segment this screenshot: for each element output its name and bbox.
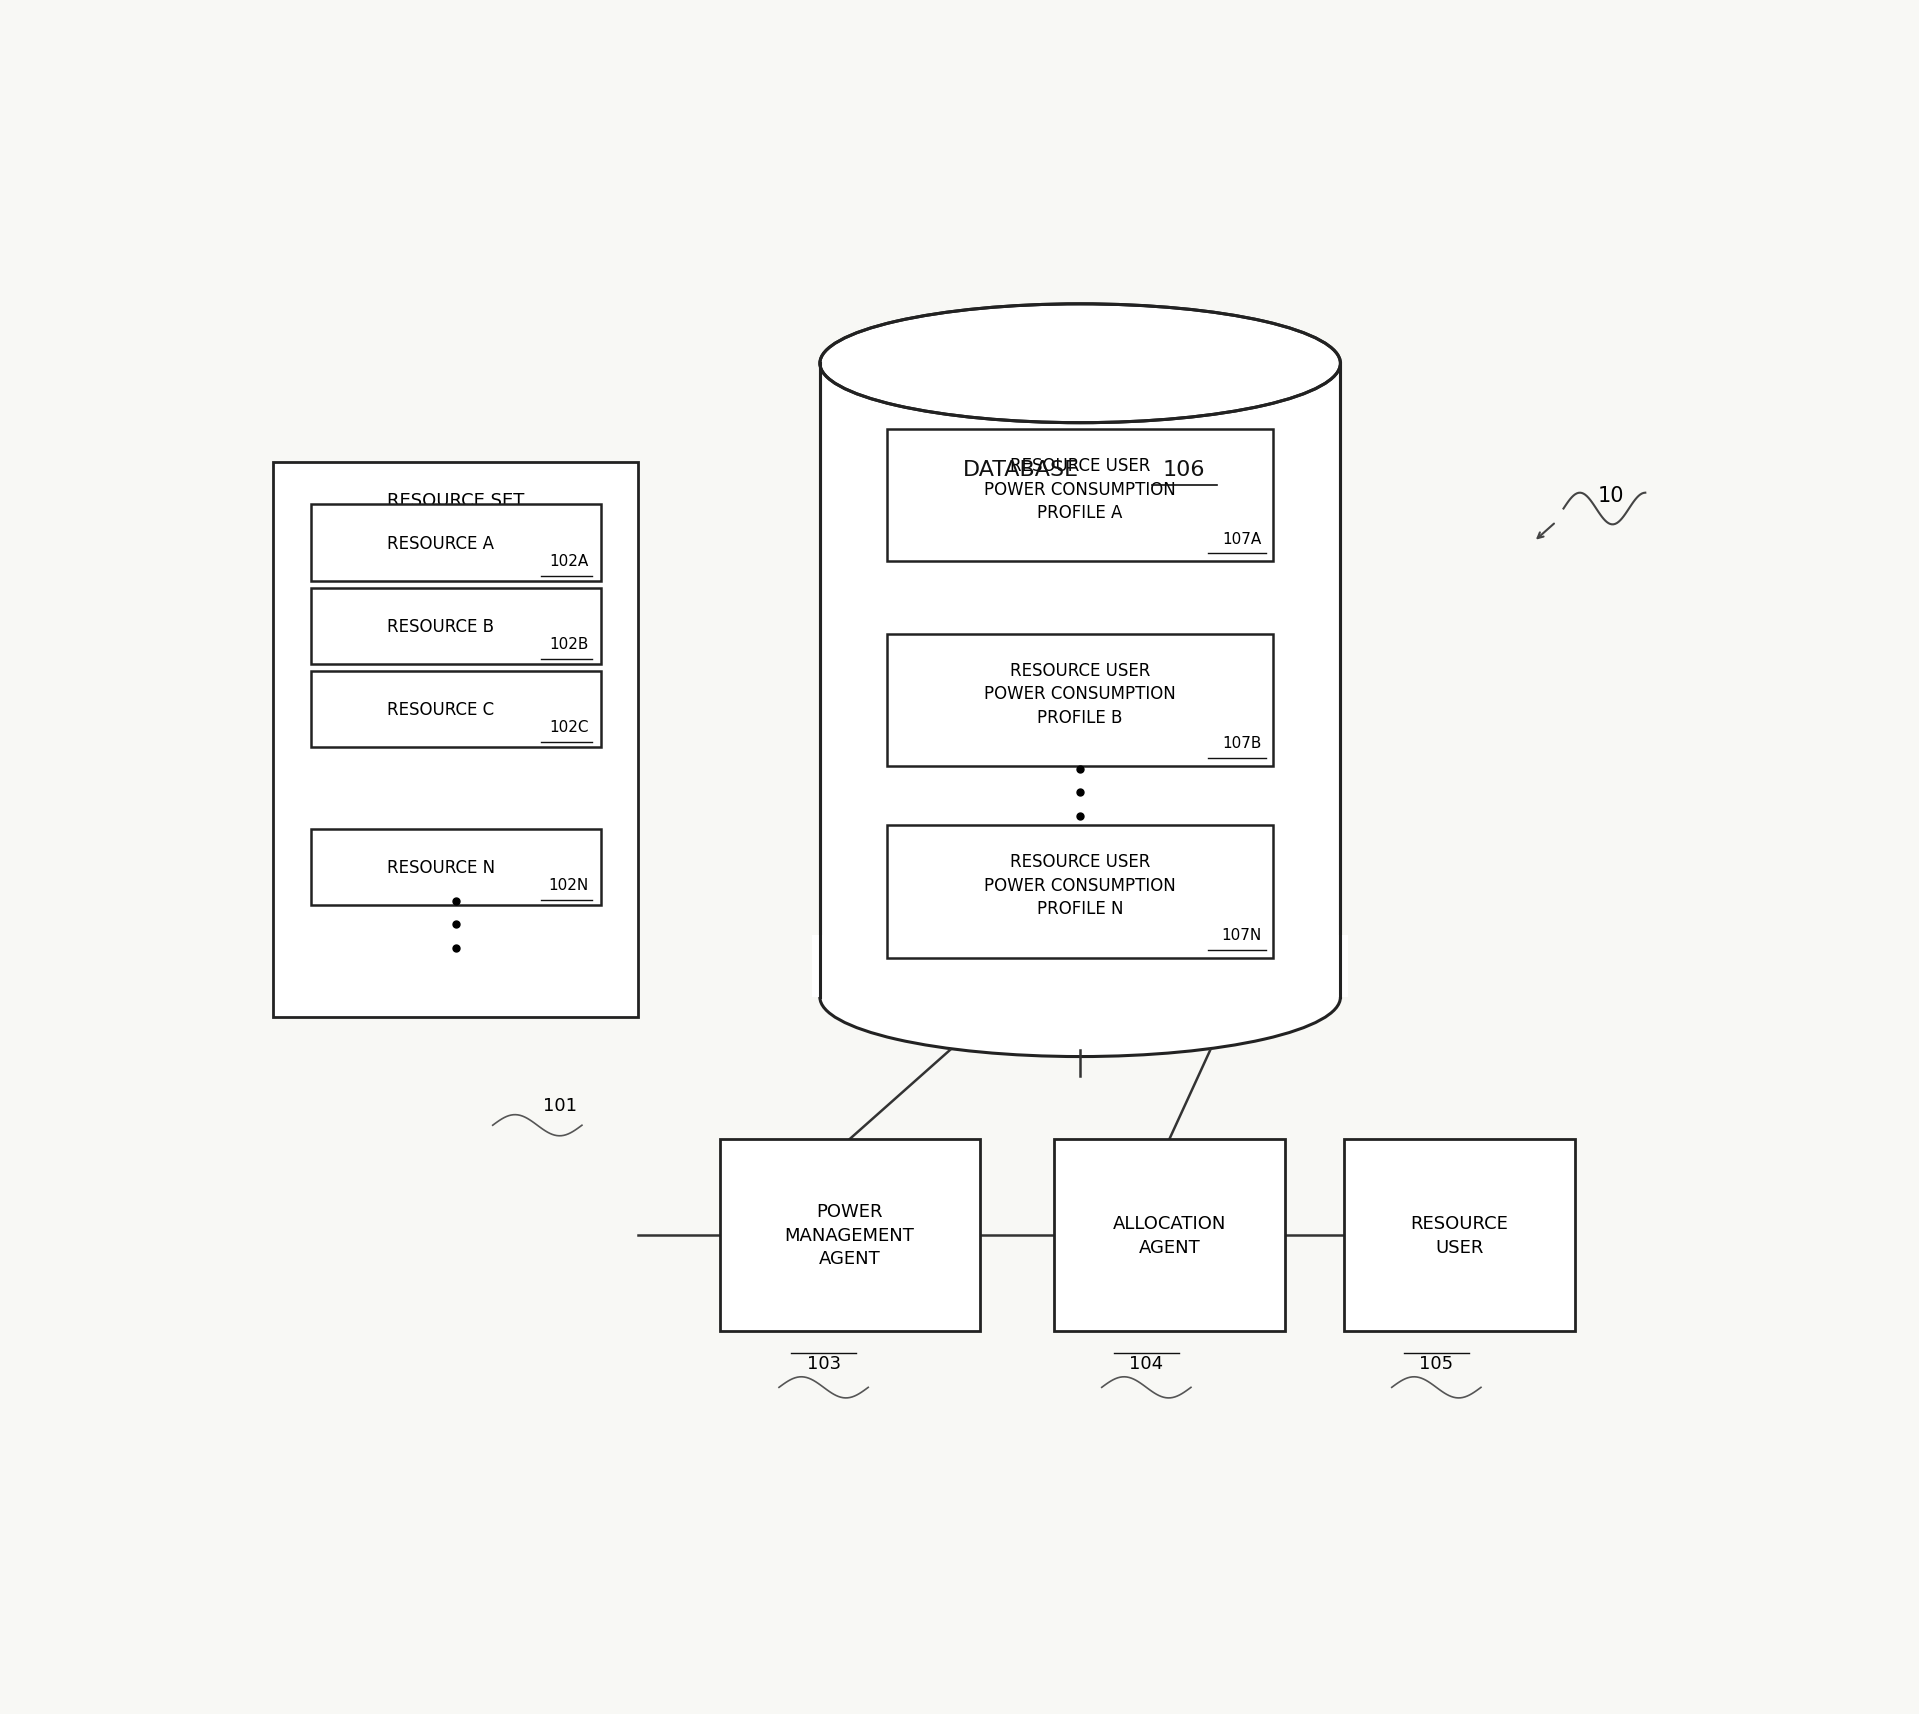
Bar [1343, 1140, 1575, 1330]
Text: ALLOCATION
AGENT: ALLOCATION AGENT [1113, 1214, 1226, 1256]
Text: 107B: 107B [1222, 735, 1261, 751]
Bar [311, 830, 601, 907]
Text: RESOURCE N: RESOURCE N [386, 859, 495, 876]
Bar [272, 463, 637, 1018]
Bar [311, 588, 601, 665]
Text: 101: 101 [543, 1097, 576, 1114]
Ellipse shape [819, 938, 1339, 1058]
Text: RESOURCE USER
POWER CONSUMPTION
PROFILE A: RESOURCE USER POWER CONSUMPTION PROFILE … [984, 458, 1176, 523]
Bar [1054, 1140, 1284, 1330]
Text: RESOURCE SET: RESOURCE SET [388, 492, 524, 511]
Text: RESOURCE USER
POWER CONSUMPTION
PROFILE N: RESOURCE USER POWER CONSUMPTION PROFILE … [984, 854, 1176, 919]
Bar [720, 1140, 981, 1330]
Polygon shape [819, 363, 1339, 998]
Text: RESOURCE B: RESOURCE B [388, 617, 495, 636]
Text: 10: 10 [1599, 487, 1623, 506]
Bar [311, 506, 601, 581]
Text: 105: 105 [1420, 1354, 1453, 1373]
Text: 102A: 102A [549, 554, 589, 569]
Text: 103: 103 [806, 1354, 841, 1373]
Bar [887, 826, 1274, 958]
Text: DATABASE: DATABASE [963, 459, 1078, 480]
Text: 102B: 102B [549, 636, 589, 651]
Text: 104: 104 [1128, 1354, 1163, 1373]
Text: 102N: 102N [549, 878, 589, 893]
Bar [887, 634, 1274, 766]
Text: RESOURCE A: RESOURCE A [388, 535, 495, 552]
Text: 106: 106 [1163, 459, 1205, 480]
Text: 107A: 107A [1222, 531, 1261, 547]
Polygon shape [812, 936, 1347, 998]
Text: RESOURCE
USER: RESOURCE USER [1410, 1214, 1508, 1256]
Text: RESOURCE C: RESOURCE C [388, 701, 495, 718]
Text: 107N: 107N [1220, 927, 1261, 943]
Bar [311, 672, 601, 747]
Text: POWER
MANAGEMENT
AGENT: POWER MANAGEMENT AGENT [785, 1203, 915, 1268]
Ellipse shape [819, 305, 1339, 423]
Bar [887, 430, 1274, 562]
Text: RESOURCE USER
POWER CONSUMPTION
PROFILE B: RESOURCE USER POWER CONSUMPTION PROFILE … [984, 662, 1176, 727]
Text: 102C: 102C [549, 720, 589, 735]
